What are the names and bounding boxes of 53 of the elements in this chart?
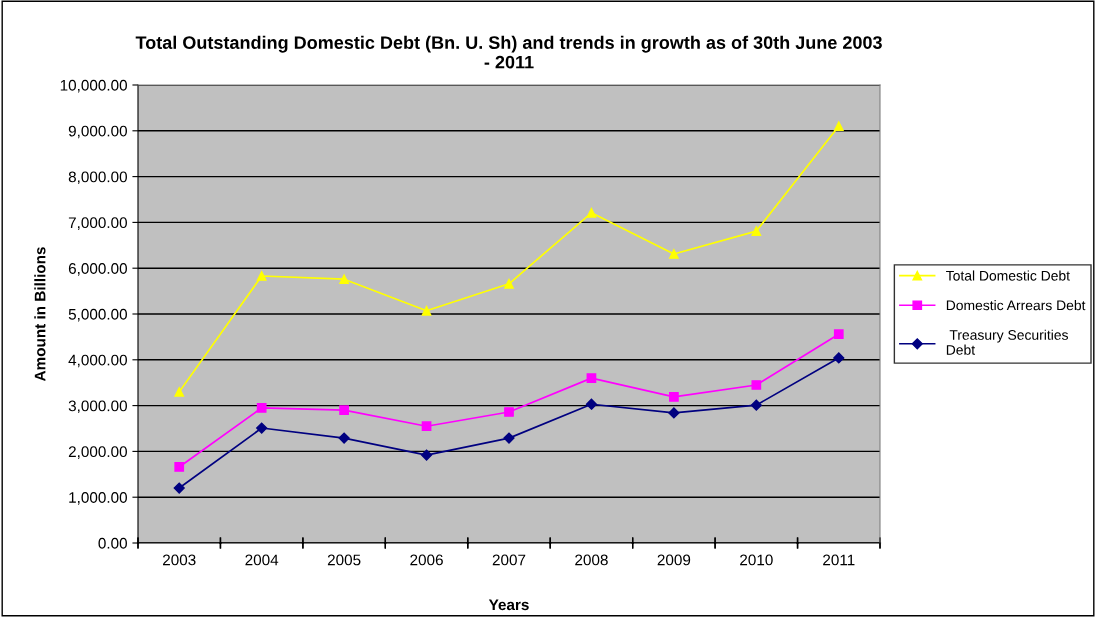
y-axis-title: Amount in Billions (34, 247, 46, 382)
chart-title: Total Outstanding Domestic Debt (Bn. U. Sh) and trends in growth as of 30th June 2003 - 2011 (135, 35, 882, 69)
x-tick-label: 2007 (492, 554, 526, 566)
point (338, 432, 350, 444)
y-tick-label: 0.00 (98, 537, 127, 549)
point (174, 386, 185, 397)
point (751, 226, 762, 236)
point (586, 207, 597, 218)
x-tick-label: 2009 (657, 554, 691, 566)
legend-label: Total Domestic Debt (946, 270, 1070, 281)
point (256, 403, 267, 413)
y-tick-label: 7,000.00 (68, 217, 127, 230)
x-axis-title: Years (488, 599, 529, 611)
point (585, 398, 598, 410)
point (750, 399, 762, 411)
point (669, 392, 679, 402)
y-tick-label: 10,000.00 (60, 79, 127, 93)
point (256, 271, 267, 281)
x-tick-label: 2003 (163, 554, 196, 566)
y-tick-label: 8,000.00 (68, 171, 127, 185)
point (420, 449, 433, 461)
point (339, 405, 349, 416)
point (668, 407, 680, 419)
y-tick-label: 4,000.00 (68, 354, 127, 368)
point (669, 249, 679, 259)
legend-label: Domestic Arrears Debt (946, 300, 1086, 311)
point (833, 121, 844, 132)
point (421, 421, 432, 432)
point (833, 329, 844, 340)
point (173, 482, 185, 494)
x-tick-label: 2004 (245, 554, 279, 566)
y-tick-label: 3,000.00 (68, 400, 127, 414)
point (421, 305, 432, 316)
point (504, 278, 514, 289)
x-tick-label: 2011 (823, 554, 855, 566)
legend-label: Treasury Securities Debt (946, 329, 1068, 355)
point (833, 352, 845, 364)
y-tick-label: 5,000.00 (68, 308, 127, 322)
point (503, 432, 515, 444)
point (339, 274, 349, 285)
x-tick-label: 2010 (740, 554, 773, 566)
point (751, 380, 762, 390)
point (504, 407, 514, 417)
point (174, 462, 185, 472)
x-tick-label: 2008 (575, 554, 608, 566)
x-tick-label: 2006 (410, 554, 443, 566)
y-tick-label: 2,000.00 (68, 446, 127, 459)
point (586, 373, 597, 383)
x-tick-label: 2005 (327, 554, 361, 566)
y-tick-label: 1,000.00 (69, 492, 127, 505)
point (256, 422, 268, 434)
y-tick-label: 9,000.00 (68, 125, 127, 139)
y-tick-label: 6,000.00 (68, 263, 127, 276)
